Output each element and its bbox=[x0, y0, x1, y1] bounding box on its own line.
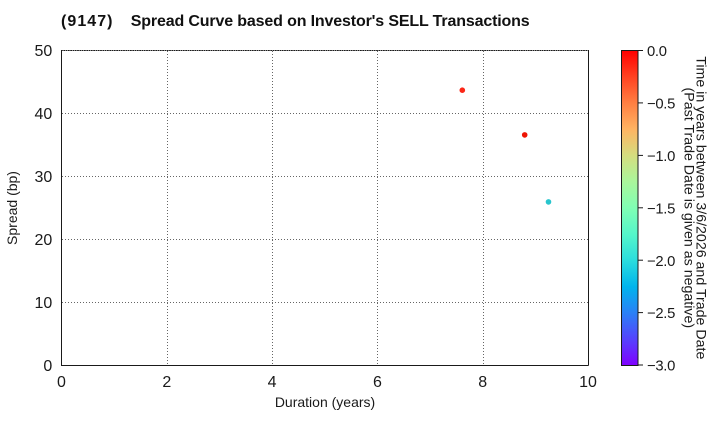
svg-text:8: 8 bbox=[478, 374, 487, 391]
svg-text:10: 10 bbox=[579, 374, 597, 391]
svg-text:−3.0: −3.0 bbox=[647, 359, 675, 375]
svg-text:0.0: 0.0 bbox=[647, 44, 667, 60]
svg-text:0: 0 bbox=[43, 358, 52, 375]
svg-text:−0.5: −0.5 bbox=[647, 97, 675, 113]
svg-text:40: 40 bbox=[35, 106, 53, 123]
svg-text:−2.5: −2.5 bbox=[647, 306, 675, 322]
svg-text:(Past Trade Date is given as n: (Past Trade Date is given as negative) bbox=[681, 88, 697, 329]
svg-text:4: 4 bbox=[268, 374, 277, 391]
svg-text:−1.0: −1.0 bbox=[647, 149, 675, 165]
svg-text:6: 6 bbox=[373, 374, 382, 391]
svg-text:Time in years between 3/6/2026: Time in years between 3/6/2026 and Trade… bbox=[693, 56, 709, 359]
svg-text:−2.0: −2.0 bbox=[647, 254, 675, 270]
svg-text:30: 30 bbox=[35, 169, 53, 186]
svg-text:Duration (years): Duration (years) bbox=[275, 394, 375, 410]
svg-text:2: 2 bbox=[162, 374, 171, 391]
svg-text:−1.5: −1.5 bbox=[647, 201, 675, 217]
svg-text:0: 0 bbox=[57, 374, 66, 391]
svg-text:Spread (bp): Spread (bp) bbox=[4, 171, 20, 245]
svg-text:10: 10 bbox=[35, 295, 53, 312]
svg-text:20: 20 bbox=[35, 232, 53, 249]
svg-text:(9147) Spread Curve based o: (9147) Spread Curve based on Investor's … bbox=[61, 13, 530, 30]
svg-text:50: 50 bbox=[35, 43, 53, 60]
